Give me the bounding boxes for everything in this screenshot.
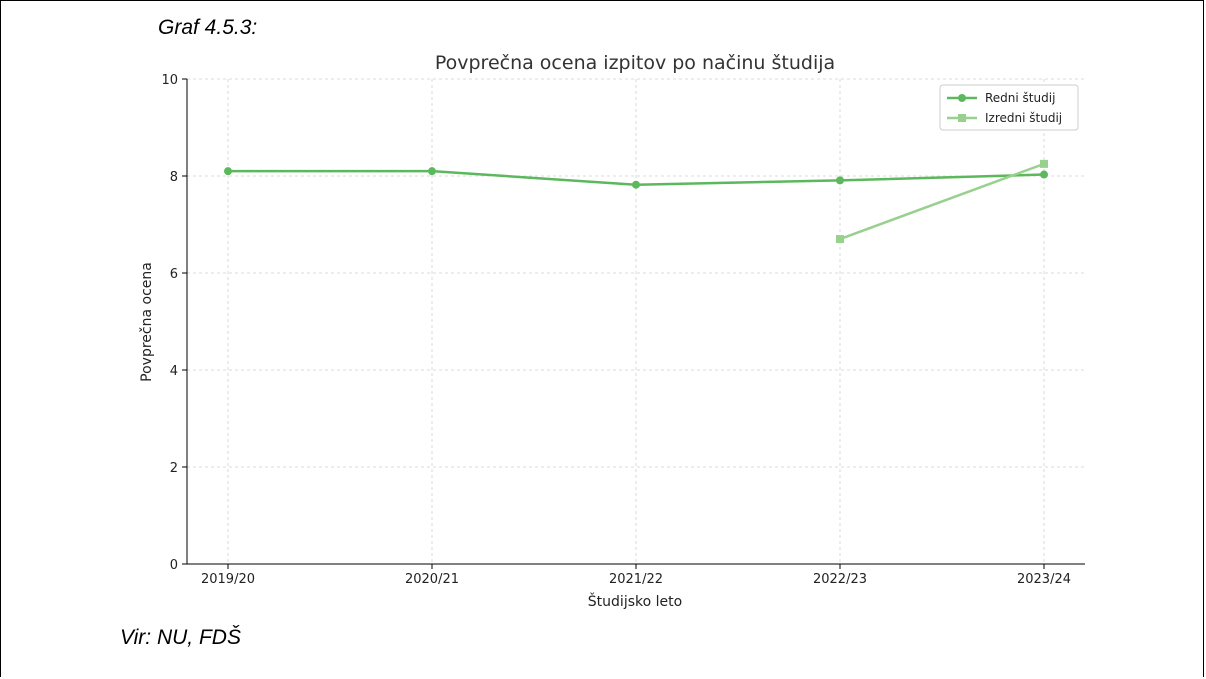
legend-label: Redni študij (985, 91, 1055, 105)
series-0-point (428, 167, 436, 176)
y-tick-label: 0 (170, 558, 178, 573)
x-tick-label: 2023/24 (1017, 572, 1071, 587)
y-tick-label: 2 (170, 461, 178, 476)
y-tick-label: 4 (170, 364, 178, 379)
y-tick-label: 6 (170, 267, 178, 282)
y-tick-label: 8 (170, 170, 178, 185)
series-0-point (224, 167, 232, 176)
tick-labels: 0 2 4 6 8 10 2019/20 2020/21 2021/22 2022/23 2023/… (161, 73, 1071, 587)
series-0-point (836, 176, 844, 185)
series-0-point (1040, 170, 1048, 179)
series-line-1 (839, 162, 1045, 241)
legend-swatch-marker (958, 114, 966, 122)
grid (187, 78, 1085, 565)
axes (182, 78, 1085, 569)
legend-swatch-marker (958, 94, 966, 102)
source-note: Vir: NU, FDŠ (120, 626, 241, 649)
figure-label: Graf 4.5.3: (158, 16, 258, 39)
y-axis-label: Povprečna ocena (139, 262, 155, 382)
y-tick-label: 10 (161, 73, 178, 88)
series-1-point (1040, 159, 1048, 168)
legend-label: Izredni študij (985, 111, 1062, 125)
x-tick-label: 2019/20 (201, 572, 255, 587)
chart-title: Povprečna ocena izpitov po načinu študij… (435, 52, 835, 74)
legend: Redni študij Izredni študij (939, 84, 1079, 131)
series-markers (224, 159, 1048, 244)
x-tick-label: 2022/23 (813, 572, 867, 587)
series-1-point (836, 235, 844, 244)
x-tick-label: 2021/22 (609, 572, 663, 587)
x-axis-label: Študijsko leto (588, 592, 682, 610)
series-0-point (632, 180, 640, 189)
x-tick-label: 2020/21 (405, 572, 459, 587)
